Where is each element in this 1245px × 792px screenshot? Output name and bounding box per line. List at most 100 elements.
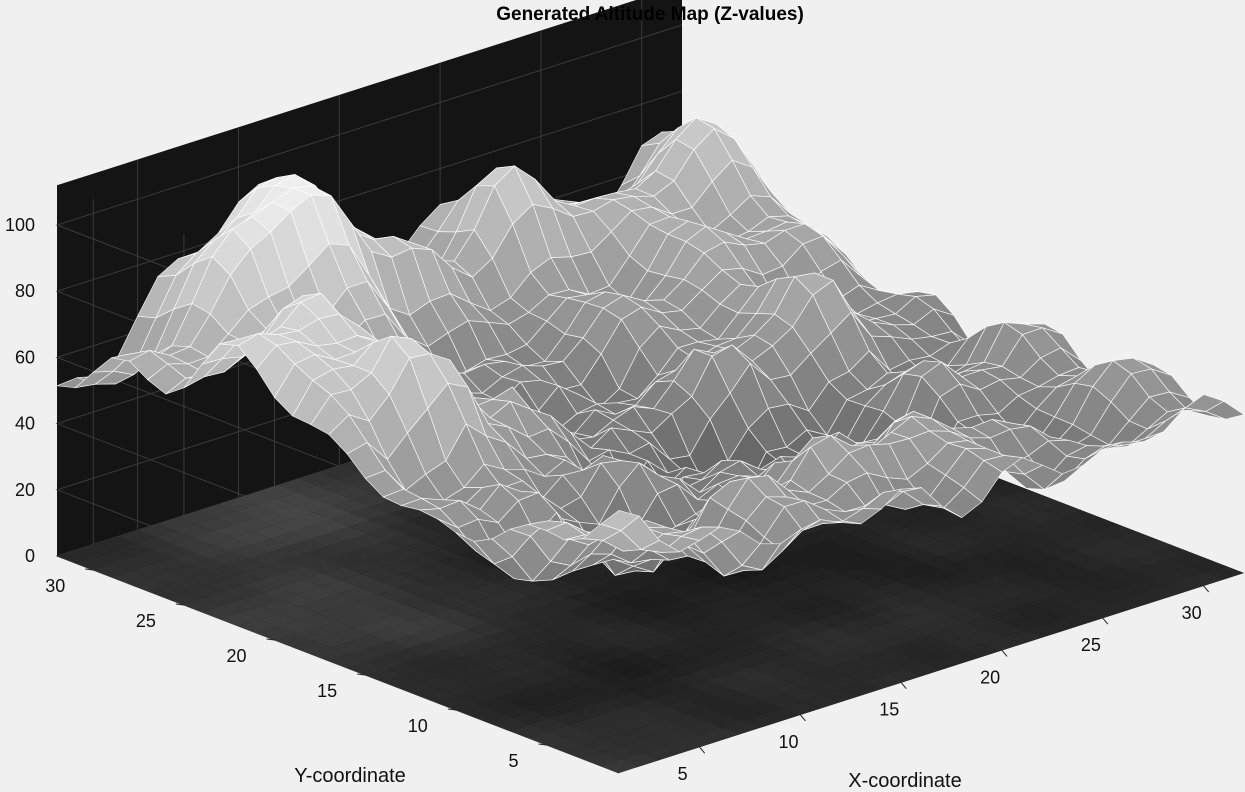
x-tick-label: 10 xyxy=(778,732,798,752)
floor-cell xyxy=(367,655,406,669)
floor-cell xyxy=(669,686,708,700)
floor-cell xyxy=(167,578,207,592)
floor-cell xyxy=(524,630,563,644)
floor-cell xyxy=(407,642,446,656)
floor-cell xyxy=(933,589,972,603)
floor-cell xyxy=(578,651,618,665)
floor-cell xyxy=(327,539,366,554)
floor-cell xyxy=(592,685,632,699)
floor-cell xyxy=(528,731,567,745)
floor-cell xyxy=(486,629,525,644)
floor-cell xyxy=(822,688,861,702)
floor-cell xyxy=(1115,531,1154,545)
floor-cell xyxy=(635,658,674,673)
floor-cell xyxy=(802,567,841,581)
floor-cell xyxy=(278,478,318,492)
floor-cell xyxy=(647,578,686,592)
floor-cell xyxy=(580,637,620,652)
floor-cell xyxy=(574,678,614,692)
floor-cell xyxy=(721,720,761,735)
floor-cell xyxy=(93,563,132,577)
floor-cell xyxy=(224,585,263,600)
axis-ticks: 0 20 40 60 80 100 5 10 15 20 25 30 5 10 15 20 25 30 xyxy=(5,215,1210,784)
floor-cell xyxy=(923,528,962,542)
floor-cell xyxy=(586,725,626,740)
floor-cell xyxy=(966,501,1005,516)
floor-cell xyxy=(1024,624,1063,638)
floor-cell xyxy=(806,668,845,682)
floor-cell xyxy=(250,538,289,553)
floor-cell xyxy=(917,568,956,583)
floor-cell xyxy=(645,719,684,734)
floor-cell xyxy=(528,603,567,617)
floor-cell xyxy=(439,555,479,569)
chart-title: Generated Altitude Map (Z-values) xyxy=(496,4,804,25)
floor-cell xyxy=(482,656,521,671)
floor-cell xyxy=(1185,572,1224,586)
floor-cell xyxy=(413,601,452,616)
floor-cell xyxy=(347,533,386,547)
floor-cell xyxy=(976,562,1015,577)
floor-cell xyxy=(883,669,922,683)
floor-cell xyxy=(990,596,1029,611)
floor-cell xyxy=(699,612,739,627)
floor-cell xyxy=(77,543,116,557)
floor-cell xyxy=(994,569,1033,584)
floor-cell xyxy=(260,599,299,614)
floor-cell xyxy=(679,619,718,633)
floor-cell xyxy=(909,622,948,636)
floor-cell xyxy=(361,567,400,581)
floor-cell xyxy=(1088,577,1128,592)
floor-cell xyxy=(246,565,285,580)
floor-cell xyxy=(1040,516,1079,530)
floor-cell xyxy=(343,560,382,574)
floor-cell xyxy=(117,530,156,544)
floor-cell xyxy=(1165,578,1204,593)
floor-cell xyxy=(278,606,317,621)
floor-cell xyxy=(663,598,702,613)
floor-cell xyxy=(331,513,370,527)
floor-cell xyxy=(1066,597,1105,612)
floor-cell xyxy=(254,511,293,526)
floor-cell xyxy=(826,661,865,676)
floor-cell xyxy=(649,564,688,579)
floor-cell xyxy=(853,614,892,629)
floor-cell xyxy=(627,584,666,599)
floor-cell xyxy=(564,617,604,631)
floor-cell xyxy=(502,650,541,664)
floor-cell xyxy=(717,619,757,634)
floor-cell xyxy=(548,725,587,739)
floor-cell xyxy=(192,544,231,559)
floor-cell xyxy=(843,554,882,568)
floor-cell xyxy=(570,705,609,719)
floor-cell xyxy=(1149,558,1188,572)
floor-cell xyxy=(963,515,1003,529)
floor-cell xyxy=(202,605,241,619)
floor-cell xyxy=(1096,524,1136,538)
floor-cell xyxy=(986,623,1025,637)
floor-cell xyxy=(768,667,807,681)
floor-cell xyxy=(538,664,577,678)
floor-cell xyxy=(371,628,410,642)
floor-cell xyxy=(641,618,680,632)
floor-cell xyxy=(1046,604,1085,618)
floor-cell xyxy=(472,595,511,610)
floor-cell xyxy=(764,694,803,708)
floor-cell xyxy=(601,631,640,645)
floor-cell xyxy=(770,654,809,668)
floor-cell xyxy=(266,559,305,573)
floor-cell xyxy=(871,621,910,636)
floor-cell xyxy=(137,523,176,538)
floor-cell xyxy=(337,600,376,615)
floor-cell xyxy=(597,658,636,672)
floor-cell xyxy=(113,557,152,571)
floor-cell xyxy=(419,561,458,575)
floor-cell xyxy=(911,609,950,623)
floor-cell xyxy=(133,550,172,565)
floor-cell xyxy=(971,589,1011,604)
z-tick-label: 20 xyxy=(15,480,35,500)
floor-cell xyxy=(353,621,392,635)
floor-cell xyxy=(496,690,535,705)
floor-cell xyxy=(798,593,837,608)
floor-cell xyxy=(941,535,980,549)
